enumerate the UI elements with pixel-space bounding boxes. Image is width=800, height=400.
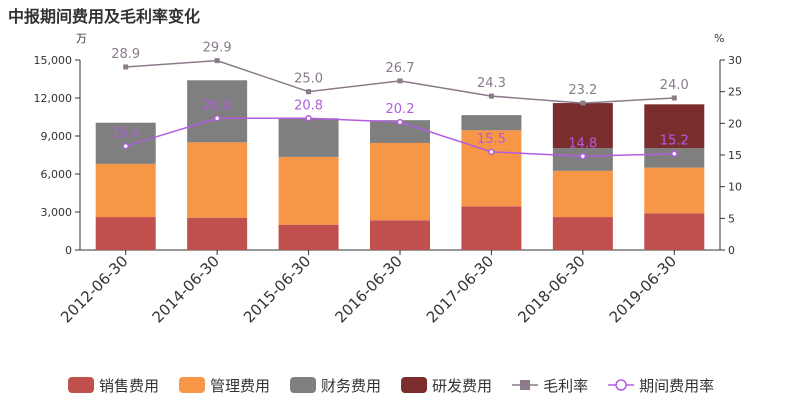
line-point <box>305 115 312 122</box>
chart-title: 中报期间费用及毛利率变化 <box>8 7 201 26</box>
legend-marker <box>615 379 627 391</box>
bar-segment <box>187 80 248 143</box>
legend-label: 毛利率 <box>543 377 588 395</box>
bar-segment <box>278 224 339 250</box>
data-label: 15.2 <box>660 134 689 149</box>
x-tick-label: 2019-06-30 <box>606 252 680 326</box>
legend-label: 期间费用率 <box>639 377 714 395</box>
right-tick-label: 30 <box>728 54 742 67</box>
line-point <box>396 118 404 126</box>
x-tick-label: 2017-06-30 <box>423 252 497 326</box>
data-label: 16.4 <box>111 126 140 141</box>
data-label: 14.8 <box>568 136 597 151</box>
left-tick-label: 0 <box>65 244 72 257</box>
data-label: 15.5 <box>477 132 506 147</box>
left-tick-label: 15,000 <box>34 54 73 67</box>
bars <box>95 80 705 250</box>
bar-segment <box>187 217 248 250</box>
line-point <box>123 64 129 70</box>
bar-segment <box>95 217 156 250</box>
left-axis-unit: 万 <box>76 32 87 45</box>
left-tick-label: 12,000 <box>34 92 73 105</box>
line-point <box>213 115 221 122</box>
line-point <box>122 142 129 150</box>
data-label: 26.7 <box>386 61 415 76</box>
bar-segment <box>644 104 705 149</box>
bar-segment <box>278 156 339 225</box>
data-label: 28.9 <box>111 47 140 62</box>
x-tick-label: 2014-06-30 <box>149 252 223 326</box>
data-label: 24.3 <box>477 76 506 91</box>
line-point <box>214 58 220 64</box>
left-tick-label: 3,000 <box>41 206 73 219</box>
legend-swatch <box>290 377 317 393</box>
line-point <box>671 95 677 101</box>
legend-label: 研发费用 <box>432 377 492 395</box>
x-tick-label: 2016-06-30 <box>331 252 405 326</box>
legend-label: 销售费用 <box>99 377 159 395</box>
line-point <box>488 93 494 99</box>
bar-segment <box>461 130 522 207</box>
x-tick-label: 2015-06-30 <box>240 252 314 326</box>
bar-segment <box>552 103 613 149</box>
legend-label: 管理费用 <box>210 377 270 395</box>
line-point <box>579 153 587 160</box>
right-tick-label: 25 <box>728 86 742 99</box>
right-tick-label: 15 <box>728 149 742 162</box>
bar-segment <box>278 118 339 157</box>
legend: 销售费用 管理费用 财务费用 研发费用 毛利率 期间费用率 <box>68 377 714 395</box>
legend-marker <box>520 380 531 390</box>
legend-swatch <box>401 377 428 393</box>
bar-segment <box>461 115 522 131</box>
bar-segment <box>95 163 156 218</box>
line-point <box>488 148 495 156</box>
line-point <box>671 150 678 157</box>
bar-segment <box>644 167 705 214</box>
data-label: 20.8 <box>203 98 232 113</box>
bar-segment <box>187 142 248 218</box>
line-point <box>306 89 312 95</box>
line-series: 28.9 29.9 25.0 26.7 24.3 23.2 24.0 16.4 20.8 20.8… <box>111 41 689 160</box>
x-tick-label: 2012-06-30 <box>57 252 131 326</box>
right-tick-label: 20 <box>728 117 742 130</box>
data-label: 23.2 <box>568 83 597 98</box>
legend-label: 财务费用 <box>321 377 381 395</box>
data-label: 24.0 <box>660 78 689 93</box>
bar-segment <box>552 217 613 250</box>
bar-segment <box>552 170 613 218</box>
data-label: 20.8 <box>294 98 323 113</box>
bar-segment <box>644 213 705 250</box>
data-label: 25.0 <box>294 72 323 87</box>
data-label: 29.9 <box>203 41 232 56</box>
bar-segment <box>644 148 705 168</box>
right-tick-label: 0 <box>728 244 735 257</box>
left-tick-label: 9,000 <box>41 130 73 143</box>
bar-segment <box>370 220 430 250</box>
x-tick-label: 2018-06-30 <box>514 252 588 326</box>
right-tick-label: 10 <box>728 181 742 194</box>
bar-segment <box>370 120 430 143</box>
bar-segment <box>461 206 522 250</box>
data-label: 20.2 <box>386 102 415 117</box>
line-point <box>397 78 403 84</box>
line-point <box>580 100 586 106</box>
legend-swatch <box>68 377 94 393</box>
left-tick-label: 6,000 <box>41 168 73 181</box>
legend-swatch <box>179 377 206 393</box>
right-axis-unit: % <box>714 32 724 45</box>
right-tick-label: 5 <box>728 212 735 225</box>
bar-segment <box>370 142 430 221</box>
